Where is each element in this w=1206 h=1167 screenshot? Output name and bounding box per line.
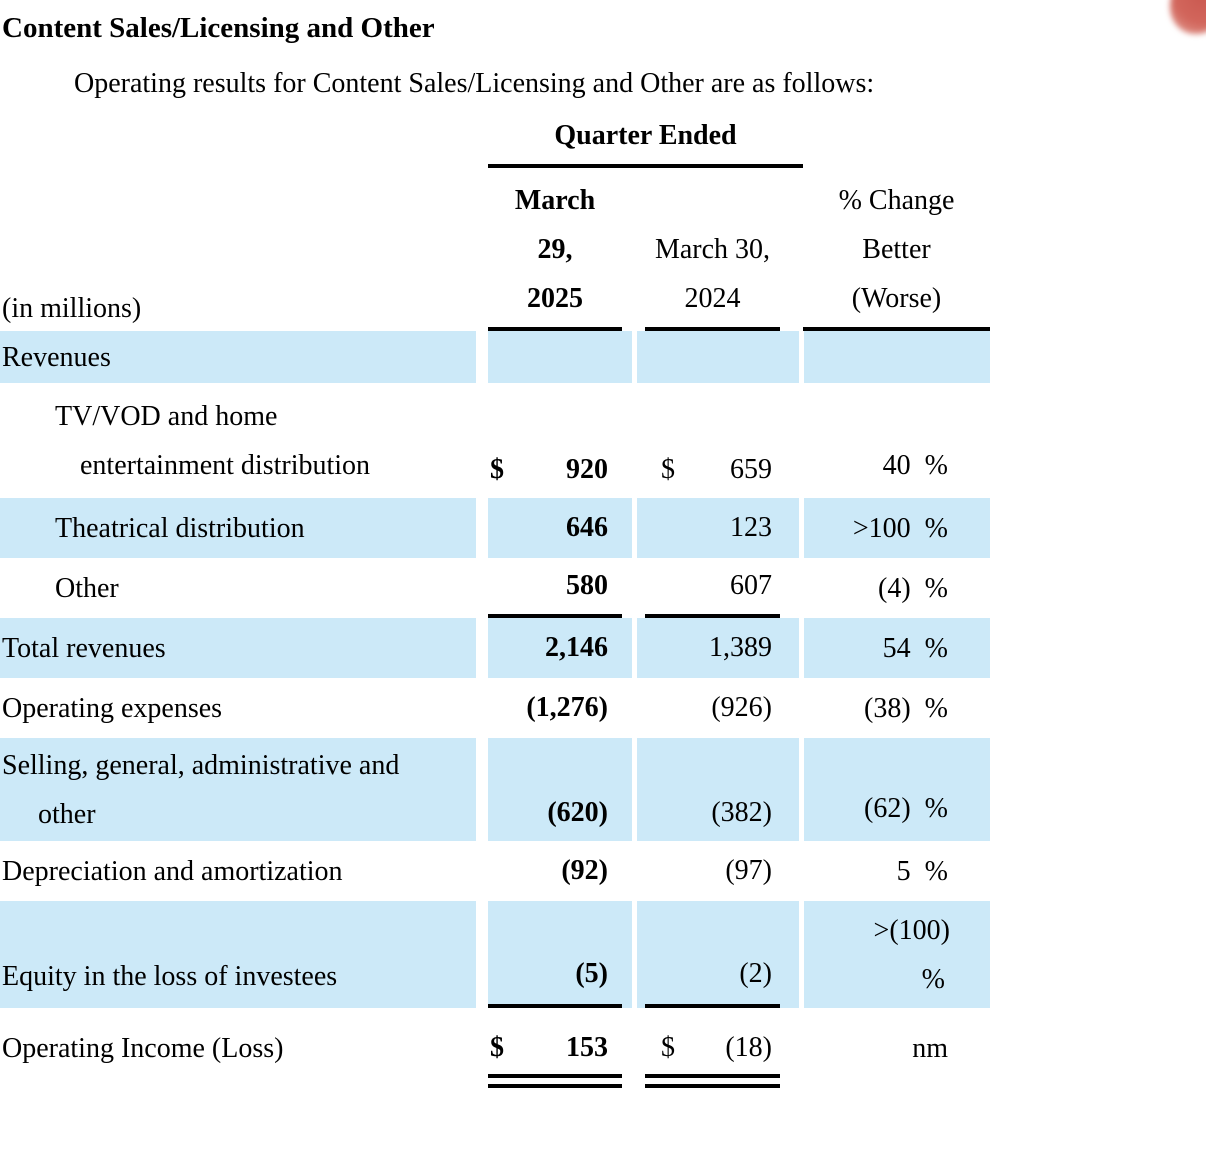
value-2024: 123 — [730, 512, 772, 543]
row-label: Revenues — [2, 341, 111, 373]
currency-symbol: $ — [661, 1032, 675, 1063]
row-label: Other — [55, 572, 119, 604]
pct-change-value: (62) — [864, 793, 911, 824]
value-2025: (5) — [575, 958, 608, 989]
row-label: Operating Income (Loss) — [2, 1032, 284, 1064]
column-header-2025-line1: March — [514, 185, 596, 216]
value-2025: (1,276) — [526, 692, 608, 723]
value-2024: (18) — [725, 1032, 772, 1063]
section-title: Content Sales/Licensing and Other — [2, 12, 435, 44]
value-2025: 646 — [566, 512, 608, 543]
row-label-line1: TV/VOD and home — [55, 400, 278, 432]
column-header-2024-line1: March 30, — [654, 234, 771, 265]
value-2024: 1,389 — [709, 632, 772, 663]
value-2025: 580 — [566, 570, 608, 601]
value-2025: 153 — [566, 1032, 608, 1063]
column-header-change-line2: Better — [862, 234, 931, 265]
column-header-2024: March 30, 2024 — [645, 168, 780, 331]
column-header-2025-line2: 29, — [537, 234, 573, 265]
column-header-2025: March 29, 2025 — [488, 168, 622, 331]
currency-symbol: $ — [490, 1032, 504, 1063]
percent-sign: % — [924, 632, 948, 664]
intro-paragraph: Operating results for Content Sales/Lice… — [74, 68, 875, 99]
row-label: Depreciation and amortization — [2, 855, 343, 887]
percent-sign: % — [924, 855, 948, 887]
value-2025: 2,146 — [545, 632, 608, 663]
pct-change-value: (4) — [878, 572, 911, 604]
column-header-2024-line2: 2024 — [684, 283, 741, 314]
value-2025: (92) — [561, 855, 608, 886]
table-row-tv-vod: TV/VOD and home entertainment distributi… — [0, 383, 1206, 498]
table-row-other: Other 580 607 (4)% — [0, 558, 1206, 618]
column-header-2025-line3: 2025 — [527, 283, 583, 314]
table-row-total-revenues: Total revenues 2,146 1,389 54% — [0, 618, 1206, 678]
percent-sign: % — [924, 692, 948, 724]
row-label: Theatrical distribution — [55, 512, 305, 544]
row-label: Equity in the loss of investees — [2, 961, 338, 992]
table-row-sga: Selling, general, administrative and oth… — [0, 738, 1206, 841]
percent-sign: % — [924, 512, 948, 544]
table-row-depreciation: Depreciation and amortization (92) (97) … — [0, 841, 1206, 901]
row-label-line2: other — [38, 798, 96, 830]
value-2024: 607 — [730, 570, 772, 601]
in-millions-label: (in millions) — [2, 293, 142, 324]
percent-sign: % — [924, 572, 948, 604]
column-header-change-line3: (Worse) — [851, 283, 942, 314]
percent-sign: % — [924, 793, 948, 824]
row-label-line1: Selling, general, administrative and — [2, 749, 400, 781]
pct-change-value: >100 — [852, 512, 911, 544]
value-2025: 920 — [566, 454, 608, 485]
pct-change-value: 5 — [896, 855, 911, 887]
pct-change-value: 40 — [882, 450, 911, 481]
value-2024: 659 — [730, 454, 772, 485]
financial-table: Quarter Ended (in millions) March 29, 20… — [0, 116, 1206, 1088]
value-2024: (97) — [725, 855, 772, 886]
quarter-ended-heading: Quarter Ended — [488, 116, 803, 168]
pct-change-value: (38) — [864, 692, 911, 724]
table-header-group: Quarter Ended — [0, 116, 1206, 168]
table-row-operating-expenses: Operating expenses (1,276) (926) (38)% — [0, 678, 1206, 738]
row-label: Total revenues — [2, 632, 166, 664]
column-separator — [632, 331, 637, 1008]
pct-change-value: nm — [912, 1032, 948, 1064]
table-row-revenues: Revenues — [0, 331, 1206, 383]
column-header-change: % Change Better (Worse) — [803, 168, 990, 331]
table-column-headers: (in millions) March 29, 2025 March 30, 2… — [0, 168, 1206, 331]
currency-symbol: $ — [490, 454, 504, 485]
row-label: Operating expenses — [2, 692, 223, 724]
table-row-theatrical: Theatrical distribution 646 123 >100% — [0, 498, 1206, 558]
pct-change-value-line1: >(100) — [873, 914, 950, 946]
percent-sign: % — [921, 963, 945, 995]
currency-symbol: $ — [661, 454, 675, 485]
pct-change-value: 54 — [882, 632, 911, 664]
value-2025: (620) — [547, 797, 608, 828]
percent-sign: % — [924, 450, 948, 481]
value-2024: (382) — [711, 797, 772, 828]
table-row-operating-income: Operating Income (Loss) $153 $ (18) nm — [0, 1008, 1206, 1088]
column-header-change-line1: % Change — [838, 185, 955, 216]
row-label-line2: entertainment distribution — [80, 449, 371, 481]
table-row-equity-loss: Equity in the loss of investees (5) (2) … — [0, 901, 1206, 1008]
value-2024: (2) — [739, 958, 772, 989]
value-2024: (926) — [711, 692, 772, 723]
column-separator — [799, 331, 804, 1008]
table-body: Revenues TV/VOD and home entertainment d… — [0, 331, 1206, 1088]
